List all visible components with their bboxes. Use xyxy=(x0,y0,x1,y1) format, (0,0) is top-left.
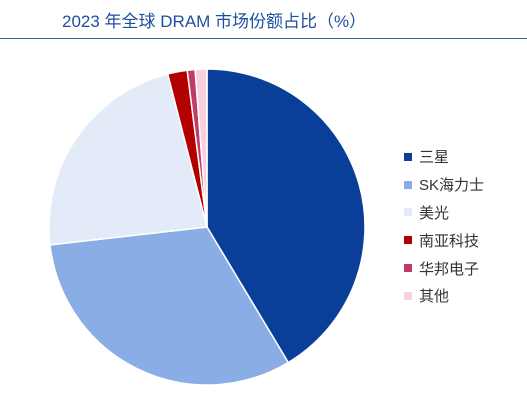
pie-slice-1 xyxy=(206,68,366,364)
legend-label: 三星 xyxy=(419,149,450,167)
pie-slice-6 xyxy=(194,68,208,228)
legend-item-1: 三星 xyxy=(404,143,484,171)
legend-label: 美光 xyxy=(419,204,450,222)
legend-item-4: 南亚科技 xyxy=(404,226,484,254)
legend-label: SK海力士 xyxy=(419,177,485,195)
chart-title: 2023 年全球 DRAM 市场份额占比（%） xyxy=(62,12,367,31)
legend-swatch xyxy=(404,152,412,161)
legend-label: 华邦电子 xyxy=(419,260,480,278)
title-rule xyxy=(0,38,527,39)
pie-slice-3 xyxy=(48,73,208,246)
legend-item-5: 华邦电子 xyxy=(404,254,484,282)
legend-swatch xyxy=(404,236,412,245)
legend: 三星 SK海力士美光南亚科技华邦电子其他 xyxy=(404,143,484,310)
legend-item-2: SK海力士 xyxy=(404,171,484,199)
legend-swatch xyxy=(404,291,412,300)
legend-item-6: 其他 xyxy=(404,282,484,310)
legend-label: 南亚科技 xyxy=(419,232,480,250)
legend-item-3: 美光 xyxy=(404,199,484,227)
legend-swatch xyxy=(404,208,412,217)
legend-swatch xyxy=(404,180,412,189)
pie-slice-2 xyxy=(49,226,290,386)
legend-label: 其他 xyxy=(419,288,450,306)
legend-swatch xyxy=(404,264,412,273)
